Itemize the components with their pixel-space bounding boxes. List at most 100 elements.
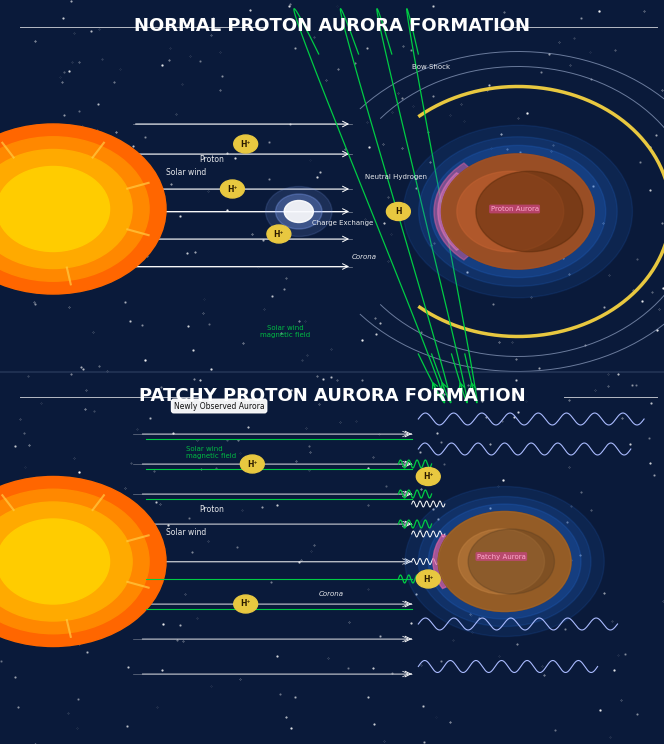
Circle shape [0,519,110,604]
Circle shape [0,140,145,278]
Circle shape [416,467,440,486]
Circle shape [0,483,157,640]
Circle shape [0,476,166,647]
Circle shape [458,529,544,594]
Text: H⁺: H⁺ [423,472,434,481]
Circle shape [0,494,143,629]
Circle shape [0,482,159,641]
Circle shape [220,180,244,198]
Circle shape [0,490,148,633]
Text: Solar wind
magnetic field: Solar wind magnetic field [260,324,311,338]
Text: H⁺: H⁺ [423,574,434,583]
Text: H⁺: H⁺ [227,185,238,193]
Circle shape [0,135,152,283]
Text: H: H [395,207,402,216]
Circle shape [386,202,410,220]
Circle shape [0,132,155,286]
Circle shape [442,154,594,269]
Circle shape [0,481,161,643]
Circle shape [0,148,134,270]
Circle shape [0,497,139,626]
Circle shape [0,491,146,632]
Text: Neutral Hydrogen: Neutral Hydrogen [365,174,427,180]
Circle shape [240,455,264,473]
Circle shape [442,154,594,269]
Text: NORMAL PROTON AURORA FORMATION: NORMAL PROTON AURORA FORMATION [134,16,530,34]
Text: Solar wind: Solar wind [166,528,207,537]
Circle shape [0,501,134,622]
Circle shape [0,479,163,644]
Circle shape [0,502,132,621]
Circle shape [0,138,148,280]
Circle shape [0,489,150,635]
Circle shape [476,171,583,251]
Circle shape [0,147,135,271]
Text: Proton: Proton [199,504,224,513]
Circle shape [428,504,581,619]
Circle shape [234,595,258,613]
Circle shape [438,512,571,612]
Circle shape [416,570,440,588]
Circle shape [0,144,139,274]
Circle shape [276,194,322,229]
Circle shape [0,490,149,634]
Text: Bow Shock: Bow Shock [412,64,450,70]
Wedge shape [433,534,505,589]
Circle shape [0,133,153,285]
Circle shape [0,150,132,269]
Circle shape [0,502,132,621]
Circle shape [0,129,159,289]
Circle shape [0,478,164,645]
Circle shape [234,135,258,153]
Circle shape [0,493,145,630]
Circle shape [0,137,149,281]
Circle shape [0,498,137,625]
Text: Patchy Aurora: Patchy Aurora [477,554,526,559]
Circle shape [0,496,141,628]
Circle shape [0,486,153,637]
Circle shape [405,487,604,637]
Text: Corona: Corona [319,591,344,597]
Circle shape [419,137,618,286]
Text: H⁺: H⁺ [274,229,284,239]
Text: Newly Observed Aurora: Newly Observed Aurora [174,402,264,411]
Circle shape [468,529,554,594]
Circle shape [0,124,166,294]
Circle shape [0,476,166,647]
Circle shape [430,145,606,278]
Circle shape [418,496,591,626]
Circle shape [438,512,571,612]
Circle shape [0,125,164,292]
Circle shape [0,484,155,638]
Circle shape [266,187,332,237]
Circle shape [0,131,157,287]
Circle shape [0,126,163,292]
Text: PATCHY PROTON AURORA FORMATION: PATCHY PROTON AURORA FORMATION [139,386,525,405]
Wedge shape [434,163,518,260]
Circle shape [0,487,152,636]
Wedge shape [438,173,518,250]
Text: Proton: Proton [199,155,224,164]
Circle shape [284,200,313,222]
Text: Proton Aurora: Proton Aurora [491,206,539,212]
Circle shape [0,499,135,623]
Circle shape [457,171,564,251]
Circle shape [0,124,166,294]
Circle shape [0,167,110,251]
Text: Charge Exchange: Charge Exchange [312,220,373,226]
Text: Solar wind: Solar wind [166,168,207,177]
Text: H⁺: H⁺ [247,460,258,469]
Circle shape [404,125,632,298]
Circle shape [0,143,141,275]
Text: H⁺: H⁺ [240,600,251,609]
Text: Solar wind
magnetic field: Solar wind magnetic field [186,446,236,459]
Circle shape [0,136,150,282]
Text: Corona: Corona [352,254,377,260]
Circle shape [0,150,132,269]
Circle shape [0,141,143,277]
Text: H⁺: H⁺ [240,140,251,149]
Circle shape [267,225,291,243]
Circle shape [0,128,161,290]
Circle shape [0,139,146,279]
Circle shape [0,146,137,272]
